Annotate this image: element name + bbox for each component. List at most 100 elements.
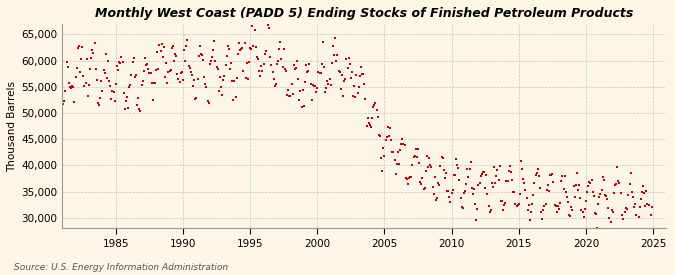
Point	[518, 177, 529, 182]
Point	[351, 73, 362, 77]
Point	[340, 77, 351, 81]
Point	[414, 161, 425, 165]
Point	[389, 157, 400, 162]
Point	[373, 133, 384, 138]
Point	[140, 63, 151, 68]
Point	[458, 191, 469, 195]
Point	[242, 76, 253, 81]
Point	[121, 99, 132, 103]
Point	[273, 59, 284, 63]
Point	[556, 179, 567, 183]
Point	[348, 94, 358, 98]
Point	[81, 57, 92, 61]
Point	[300, 79, 310, 84]
Point	[200, 82, 211, 86]
Point	[248, 44, 259, 48]
Point	[330, 35, 341, 40]
Point	[470, 202, 481, 206]
Point	[283, 87, 294, 92]
Point	[412, 147, 423, 151]
Point	[252, 56, 263, 61]
Point	[212, 67, 223, 71]
Point	[375, 133, 385, 138]
Point	[605, 219, 616, 224]
Point	[113, 67, 124, 72]
Point	[599, 177, 610, 182]
Point	[176, 70, 187, 74]
Point	[285, 94, 296, 98]
Point	[462, 167, 472, 172]
Point	[626, 190, 637, 195]
Point	[408, 155, 419, 160]
Point	[591, 212, 601, 217]
Point	[437, 156, 448, 160]
Point	[69, 100, 80, 104]
Point	[628, 195, 639, 200]
Point	[477, 172, 487, 177]
Point	[625, 170, 636, 175]
Point	[313, 70, 324, 75]
Point	[279, 67, 290, 72]
Point	[549, 203, 560, 208]
Point	[288, 62, 299, 67]
Point	[297, 88, 308, 92]
Point	[294, 97, 305, 102]
Point	[406, 175, 416, 179]
Point	[628, 205, 639, 210]
Point	[191, 96, 202, 100]
Point	[219, 74, 230, 78]
Point	[603, 206, 614, 210]
Point	[101, 51, 111, 56]
Point	[484, 210, 495, 214]
Point	[472, 207, 483, 211]
Point	[612, 165, 622, 169]
Point	[210, 59, 221, 63]
Point	[460, 189, 470, 193]
Point	[524, 218, 535, 222]
Point	[434, 183, 445, 188]
Point	[454, 177, 465, 182]
Point	[288, 91, 298, 96]
Point	[140, 56, 151, 60]
Point	[461, 182, 472, 186]
Point	[193, 53, 204, 58]
Point	[557, 174, 568, 178]
Point	[67, 84, 78, 88]
Point	[589, 211, 600, 215]
Point	[491, 174, 502, 178]
Point	[111, 64, 122, 68]
Point	[481, 173, 491, 177]
Point	[246, 47, 256, 52]
Point	[405, 174, 416, 179]
Point	[244, 60, 254, 65]
Point	[632, 227, 643, 232]
Point	[431, 196, 442, 200]
Point	[514, 202, 524, 206]
Point	[523, 203, 534, 208]
Point	[84, 67, 95, 71]
Point	[250, 45, 261, 50]
Point	[520, 188, 531, 192]
Point	[468, 186, 479, 191]
Point	[349, 84, 360, 88]
Point	[196, 51, 207, 56]
Point	[290, 67, 300, 72]
Point	[354, 74, 365, 78]
Point	[343, 56, 354, 60]
Point	[98, 68, 109, 72]
Point	[360, 97, 371, 101]
Point	[292, 59, 302, 63]
Point	[570, 183, 581, 187]
Point	[176, 71, 186, 76]
Point	[188, 84, 198, 88]
Point	[479, 169, 489, 174]
Point	[126, 73, 137, 77]
Point	[468, 191, 479, 196]
Point	[383, 133, 394, 138]
Point	[223, 47, 234, 51]
Point	[379, 153, 390, 158]
Point	[466, 186, 477, 190]
Point	[152, 50, 163, 54]
Point	[72, 66, 82, 70]
Point	[637, 189, 647, 194]
